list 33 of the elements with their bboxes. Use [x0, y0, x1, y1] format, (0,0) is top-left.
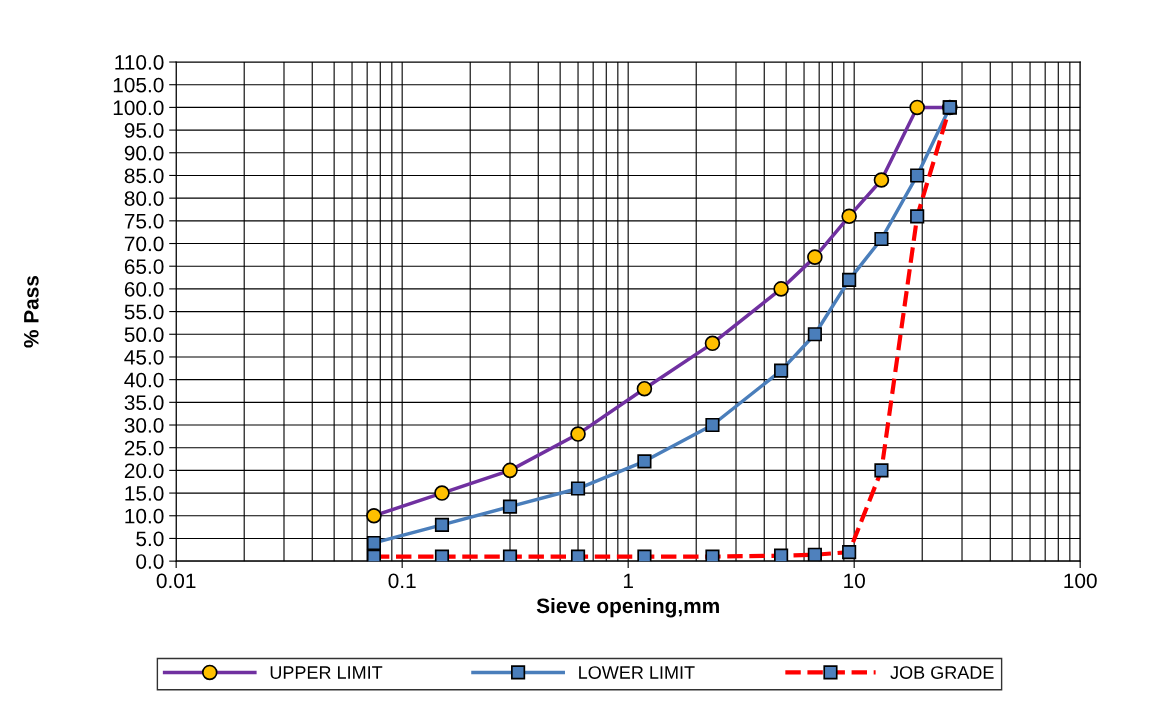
x-tick-label: 10	[844, 573, 865, 589]
y-tick-label: 85.0	[124, 168, 164, 184]
y-tick-label: 50.0	[124, 327, 164, 343]
y-tick-label: 100.0	[113, 100, 164, 116]
y-tick-label: 60.0	[124, 281, 164, 297]
x-tick-label: 0.1	[388, 573, 416, 589]
y-tick-label: 35.0	[124, 395, 164, 411]
y-tick-label: 15.0	[125, 486, 164, 501]
y-tick-label: 110.0	[115, 55, 164, 70]
y-tick-label: 70.0	[124, 236, 164, 252]
y-tick-label: 55.0	[124, 304, 164, 320]
y-tick-label: 10.0	[125, 508, 164, 524]
y-tick-label: 0.0	[136, 554, 164, 569]
y-tick-label: 80.0	[124, 191, 164, 206]
y-tick-label: 105.0	[113, 77, 164, 93]
y-tick-label: 45.0	[124, 349, 164, 365]
y-tick-label: 5.0	[136, 531, 164, 547]
y-tick-label: 25.0	[124, 440, 164, 456]
y-tick-label: 75.0	[124, 213, 164, 229]
y-tick-label: 95.0	[124, 123, 164, 138]
y-tick-label: 40.0	[124, 372, 164, 388]
legend-label: JOB GRADE	[890, 666, 994, 679]
legend-label: LOWER LIMIT	[579, 666, 695, 679]
y-tick-label: 65.0	[124, 259, 164, 274]
y-tick-label: 90.0	[124, 145, 164, 161]
x-tick-label: 0.01	[156, 573, 196, 589]
legend-label: UPPER LIMIT	[270, 666, 383, 679]
y-axis-title: % Pass	[23, 275, 39, 348]
y-tick-label: 30.0	[124, 418, 164, 433]
x-axis-title: Sieve opening,mm	[536, 597, 719, 618]
y-tick-label: 20.0	[124, 463, 164, 479]
x-tick-label: 1	[623, 573, 633, 589]
x-tick-label: 100	[1064, 573, 1097, 589]
